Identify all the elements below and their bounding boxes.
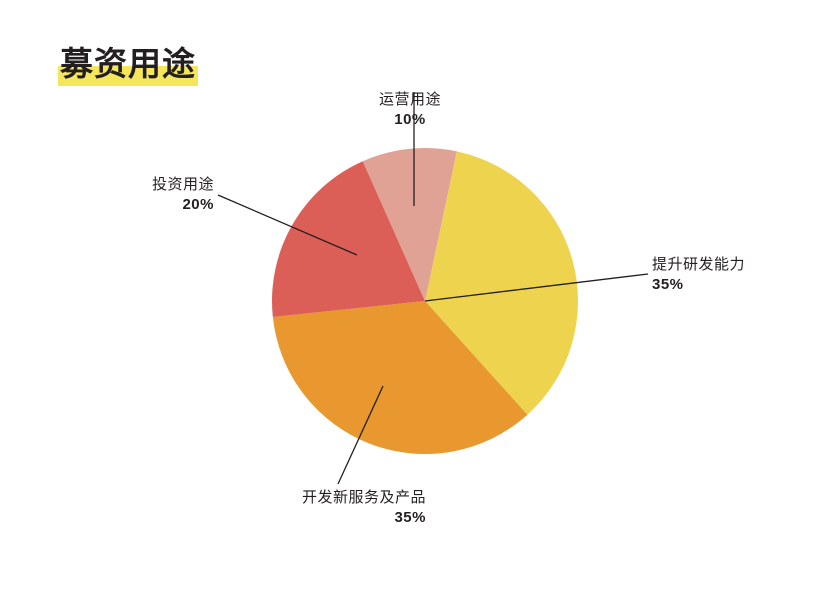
callout-rnd: 提升研发能力 35% [652, 255, 812, 295]
pie-slice-operations[interactable] [362, 147, 457, 301]
callout-operations-label: 运营用途 [378, 91, 441, 108]
title-highlight [58, 66, 198, 86]
leader-line-rnd [424, 273, 649, 302]
callout-investment-value: 20% [182, 196, 214, 213]
leader-lines [217, 92, 649, 485]
leader-line-investment [217, 194, 358, 256]
title-block: 募资用途 [58, 40, 198, 90]
callout-investment-label: 投资用途 [151, 176, 214, 193]
callout-rnd-label: 提升研发能力 [652, 256, 746, 273]
leader-line-newproducts [337, 385, 384, 485]
pie-slices [272, 147, 579, 454]
callout-newproducts: 开发新服务及产品 35% [246, 488, 426, 528]
callout-operations: 运营用途 10% [360, 90, 460, 130]
pie-slice-investment[interactable] [272, 161, 425, 317]
page-title: 募资用途 [58, 40, 198, 88]
callout-rnd-value: 35% [652, 276, 684, 293]
page-title-label: 募资用途 [60, 45, 196, 82]
callout-operations-value: 10% [394, 111, 426, 128]
callout-newproducts-value: 35% [394, 509, 426, 526]
callout-newproducts-label: 开发新服务及产品 [301, 489, 426, 506]
pie-slice-rnd[interactable] [425, 151, 579, 415]
callout-investment: 投资用途 20% [106, 175, 214, 215]
pie-slice-newproducts[interactable] [272, 301, 528, 454]
